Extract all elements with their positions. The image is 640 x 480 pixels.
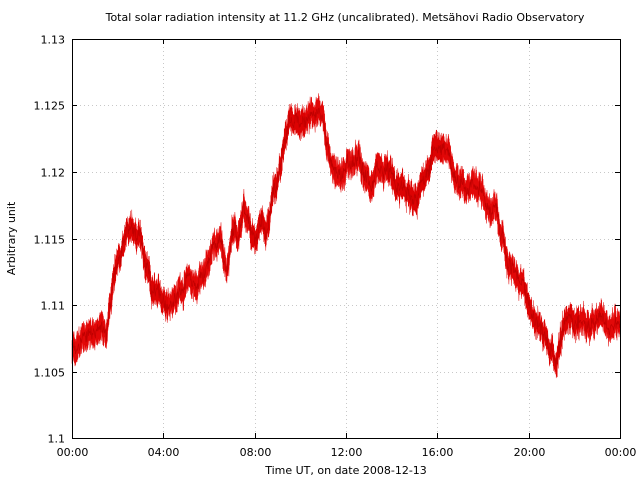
x-tick-label: 20:00 <box>514 446 546 459</box>
y-tick-label: 1.1 <box>48 433 66 446</box>
y-tick-label: 1.125 <box>34 100 66 113</box>
x-tick-label: 08:00 <box>240 446 272 459</box>
chart-title: Total solar radiation intensity at 11.2 … <box>105 11 585 24</box>
x-axis-ticks: 00:00 04:00 08:00 12:00 16:00 20:00 00:00 <box>57 39 637 459</box>
x-tick-label: 04:00 <box>148 446 180 459</box>
series-line-path <box>71 107 621 368</box>
x-tick-label: 00:00 <box>57 446 89 459</box>
y-tick-label: 1.12 <box>41 167 66 180</box>
x-tick-label: 12:00 <box>331 446 363 459</box>
y-axis-ticks: 1.1 1.105 1.11 1.115 1.12 1.125 1.13 <box>34 34 620 446</box>
x-tick-label: 16:00 <box>422 446 454 459</box>
x-axis-title: Time UT, on date 2008-12-13 <box>264 464 427 477</box>
y-tick-label: 1.105 <box>34 367 66 380</box>
y-tick-label: 1.11 <box>41 300 66 313</box>
y-axis-title: Arbitrary unit <box>5 201 18 275</box>
grid <box>72 39 620 438</box>
y-tick-label: 1.115 <box>34 234 66 247</box>
y-tick-label: 1.13 <box>41 34 66 47</box>
x-tick-label: 00:00 <box>605 446 637 459</box>
